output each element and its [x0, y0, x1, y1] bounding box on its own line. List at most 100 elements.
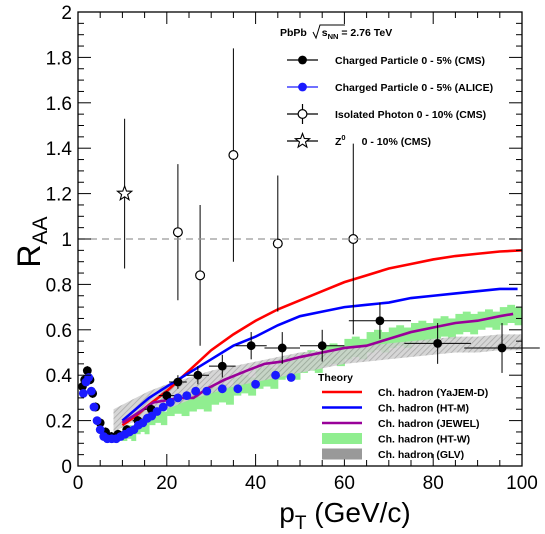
y-tick-label: 1.8	[46, 48, 72, 69]
y-tick-label: 1.6	[46, 94, 72, 115]
y-tick-label: 2	[61, 3, 72, 24]
z0-10-cms-legend-label-name: Z	[335, 136, 342, 148]
z0-10-cms-legend-label-sup: 0	[341, 133, 345, 142]
ch-hadron-ht-w-band-cell	[154, 409, 162, 423]
ch-hadron-ht-w-legend-swatch	[322, 433, 362, 444]
ch-hadron-ht-w-band-cell	[203, 393, 212, 412]
isolated-photon-0-10-cms-point	[272, 238, 283, 249]
ch-hadron-yajem-d-line	[121, 249, 522, 427]
z0-10-cms-legend-label-rest: 0 - 10% (CMS)	[362, 136, 431, 148]
x-axis-title-sub: T	[295, 513, 307, 534]
ch-hadron-ht-w-band-cell	[189, 393, 197, 412]
charged-particle-0-5-cms-point	[193, 370, 203, 380]
y-tick-label: 0	[61, 457, 72, 478]
charged-particle-0-5-cms-point	[246, 341, 256, 351]
charged-particle-0-5-alice-point	[158, 402, 168, 412]
charged-particle-0-5-alice-point	[217, 384, 227, 394]
charged-particle-0-5-cms-point	[497, 343, 507, 353]
ch-hadron-glv-legend-swatch	[322, 448, 362, 460]
ch-hadron-jewel-legend-label: Ch. hadron (JEWEL)	[378, 418, 480, 430]
y-tick-label: 0.4	[46, 366, 73, 387]
ch-hadron-ht-w-band-cell	[196, 391, 205, 410]
charged-particle-0-5-alice-point	[233, 384, 243, 394]
charged-particle-0-5-alice-point	[152, 407, 162, 416]
charged-particle-0-5-alice-legend-marker	[298, 82, 307, 92]
plot-area: 0 20 40 60 80 100 0 0.2 0.4 0.6 0.8 1 1.2 1.4 1.6 1.8 2	[46, 3, 540, 494]
x-tick-label: 20	[156, 473, 177, 494]
charged-particle-0-5-alice-point	[95, 425, 105, 435]
charged-particle-0-5-cms-legend-marker	[298, 55, 307, 65]
ch-hadron-ht-w-band-cell	[131, 427, 137, 442]
isolated-photon-0-10-cms-legend-label: Isolated Photon 0 - 10% (CMS)	[335, 109, 486, 121]
ch-hadron-ht-w-band-cell	[240, 375, 249, 394]
isolated-photon-0-10-cms-legend-label-name: Isolated Photon 0 - 10% (CMS)	[335, 109, 486, 121]
charged-particle-0-5-alice-point	[86, 386, 96, 396]
system-label-pre: PbPb	[280, 27, 310, 39]
theory-lines	[121, 249, 522, 427]
ch-hadron-ht-w-band-cell	[448, 318, 456, 339]
ch-hadron-ht-w-band-cell	[470, 313, 479, 335]
ch-hadron-ht-w-band-cell	[403, 327, 412, 348]
charged-particle-0-5-alice-legend-label: Charged Particle 0 - 5% (ALICE)	[335, 82, 493, 94]
ch-hadron-ht-w-band-cell	[492, 311, 501, 330]
system-label: PbPb sNN = 2.76 TeV	[280, 27, 392, 41]
charged-particle-0-5-alice-point	[92, 416, 102, 425]
ch-hadron-ht-m-line	[121, 287, 518, 422]
system-label-sqrt-s: s	[322, 27, 328, 39]
ch-hadron-ht-w-band-cell	[374, 329, 382, 351]
x-axis-title: pT (GeV/c)	[279, 497, 410, 534]
ch-hadron-ht-w-band-cell	[144, 420, 150, 435]
charged-particle-0-5-cms-legend-label-name: Charged Particle 0 - 5% (CMS)	[335, 55, 485, 67]
y-axis-title: RAA	[11, 216, 52, 267]
charged-particle-0-5-alice-point	[173, 393, 183, 403]
y-tick-label: 0.8	[46, 275, 72, 296]
y-axis-title-sub: AA	[29, 216, 52, 244]
ch-hadron-ht-m-legend-label: Ch. hadron (HT-M)	[378, 403, 469, 415]
charged-particle-0-5-alice-point	[165, 398, 175, 407]
x-tick-label: 0	[73, 473, 84, 494]
charged-particle-0-5-cms-point	[173, 377, 183, 387]
z0-10-cms-legend-label: Z0 0 - 10% (CMS)	[335, 133, 431, 148]
ch-hadron-ht-w-band-cell	[226, 386, 234, 405]
isolated-photon-0-10-cms-point	[195, 270, 206, 281]
charged-particle-0-5-alice-point	[202, 386, 212, 396]
collision-system-label: PbPb sNN = 2.76 TeV	[280, 24, 392, 41]
charged-particle-0-5-cms-legend-label: Charged Particle 0 - 5% (CMS)	[335, 55, 485, 67]
ch-hadron-ht-w-band-cell	[411, 322, 419, 344]
ch-hadron-ht-w-legend-label: Ch. hadron (HT-W)	[378, 434, 470, 446]
charged-particle-0-5-cms-point	[317, 341, 327, 351]
charged-particle-0-5-cms-point	[277, 343, 287, 353]
ch-hadron-yajem-d-legend-label: Ch. hadron (YaJEM-D)	[378, 387, 488, 399]
z0-10-cms-legend-marker	[293, 131, 312, 149]
ch-hadron-jewel-line	[121, 312, 514, 424]
axis-ticks: 0 20 40 60 80 100 0 0.2 0.4 0.6 0.8 1 1.2 1.4 1.6 1.8 2	[46, 3, 538, 494]
y-tick-label: 1	[61, 230, 72, 251]
x-tick-label: 60	[334, 473, 355, 494]
data-legend: Charged Particle 0 - 5% (CMS) Charged Par…	[287, 55, 493, 149]
isolated-photon-0-10-cms-legend-marker	[297, 108, 308, 119]
system-label-post: = 2.76 TeV	[338, 27, 392, 39]
ch-hadron-ht-w-band-cell	[160, 411, 168, 426]
y-axis-title-main: R	[11, 244, 47, 267]
x-tick-label: 100	[506, 473, 538, 494]
ch-hadron-ht-w-band-cell	[455, 313, 464, 335]
charged-particle-0-5-alice-legend-label-name: Charged Particle 0 - 5% (ALICE)	[335, 82, 493, 94]
charged-particle-0-5-alice-point	[251, 379, 260, 389]
y-tick-label: 1.2	[46, 185, 72, 206]
ch-hadron-ht-w-band-cell	[211, 386, 220, 405]
ch-hadron-ht-w-band-cell	[425, 322, 434, 344]
ch-hadron-ht-w-band-cell	[381, 332, 390, 353]
x-tick-label: 40	[245, 473, 266, 494]
z0-10-cms-point	[115, 184, 134, 201]
charged-particle-0-5-cms-point	[433, 339, 443, 348]
charged-particle-0-5-alice-point	[89, 402, 99, 412]
data-points	[78, 48, 540, 444]
ch-hadron-ht-w-band-cell	[174, 397, 183, 414]
y-tick-label: 0.2	[46, 412, 72, 433]
x-axis-title-main: p	[279, 497, 295, 528]
theory-legend: Ch. hadron (YaJEM-D) Ch. hadron (HT-M) Ch.…	[322, 387, 488, 461]
ch-hadron-ht-w-band-cell	[514, 307, 522, 326]
ch-hadron-ht-w-band-cell	[366, 332, 375, 353]
